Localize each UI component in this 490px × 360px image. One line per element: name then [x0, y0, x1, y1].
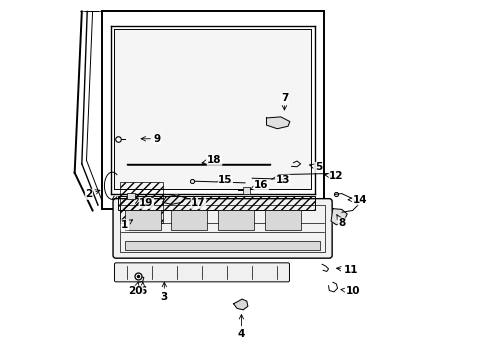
- Polygon shape: [163, 195, 186, 204]
- Text: 20: 20: [128, 282, 143, 296]
- Text: 4: 4: [238, 315, 245, 339]
- Bar: [125, 241, 320, 250]
- Bar: [126, 193, 135, 199]
- Bar: [114, 30, 311, 189]
- Text: 10: 10: [341, 286, 360, 296]
- Text: 19: 19: [139, 197, 153, 208]
- Text: 6: 6: [139, 282, 147, 296]
- Text: 7: 7: [281, 93, 288, 110]
- Text: 9: 9: [141, 134, 161, 144]
- Text: 15: 15: [217, 175, 233, 185]
- Bar: [172, 211, 207, 230]
- Text: 2: 2: [85, 189, 100, 199]
- Bar: [125, 211, 161, 230]
- Text: 18: 18: [202, 155, 222, 165]
- Text: 16: 16: [250, 180, 269, 190]
- Bar: [118, 196, 315, 211]
- Text: 17: 17: [190, 198, 206, 208]
- Text: 11: 11: [337, 265, 358, 275]
- Bar: [120, 182, 163, 223]
- Polygon shape: [234, 299, 248, 310]
- Text: 12: 12: [325, 171, 343, 181]
- Polygon shape: [267, 117, 290, 129]
- FancyBboxPatch shape: [115, 263, 290, 282]
- Polygon shape: [331, 209, 347, 225]
- Text: 13: 13: [275, 175, 290, 185]
- Bar: [243, 187, 250, 194]
- Bar: [120, 205, 325, 252]
- Text: 3: 3: [161, 282, 168, 302]
- Text: 5: 5: [310, 162, 322, 172]
- Text: 1: 1: [121, 220, 132, 230]
- Text: 8: 8: [337, 215, 345, 228]
- Bar: [218, 211, 254, 230]
- Bar: [265, 211, 300, 230]
- FancyBboxPatch shape: [113, 199, 332, 258]
- Text: 14: 14: [348, 195, 367, 205]
